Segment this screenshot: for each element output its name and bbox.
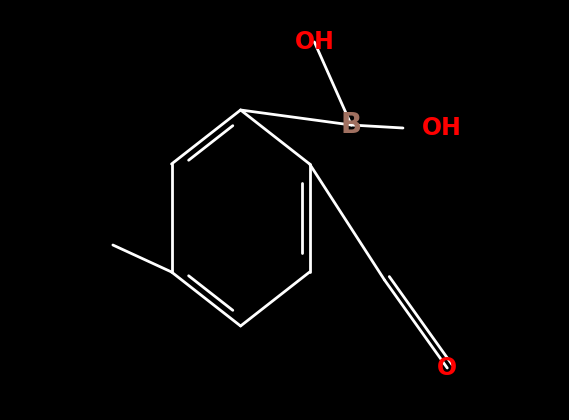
- Text: OH: OH: [294, 30, 335, 54]
- Text: O: O: [437, 356, 457, 380]
- Text: B: B: [341, 111, 362, 139]
- Text: OH: OH: [422, 116, 462, 140]
